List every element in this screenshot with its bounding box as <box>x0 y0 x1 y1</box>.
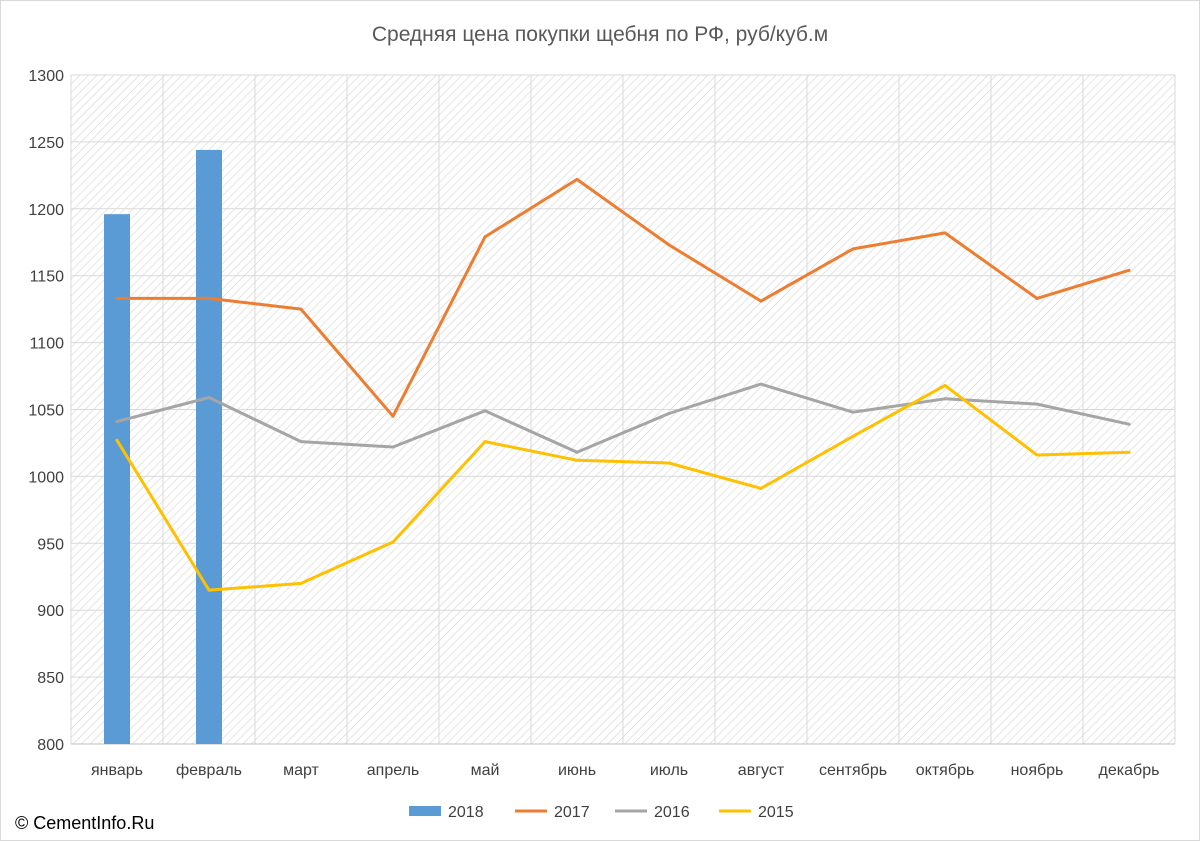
point-2017-май <box>483 235 487 239</box>
x-tick-label: декабрь <box>1099 762 1160 779</box>
x-tick-label: март <box>283 762 319 779</box>
gridlines <box>70 74 1176 745</box>
copyright-text: © CementInfo.Ru <box>15 813 155 833</box>
point-2016-февраль <box>207 395 211 399</box>
x-tick-label: июнь <box>558 762 596 779</box>
point-2016-май <box>483 409 487 413</box>
y-tick-label: 1000 <box>28 469 64 486</box>
bar-series <box>104 149 222 745</box>
point-2016-декабрь <box>1127 422 1131 426</box>
point-2016-январь <box>115 420 119 424</box>
point-2017-июль <box>667 243 671 247</box>
point-2015-январь <box>115 438 119 442</box>
line-series <box>115 177 1131 592</box>
point-2015-декабрь <box>1127 450 1131 454</box>
point-2017-август <box>759 299 763 303</box>
legend-item-2018: 2018 <box>409 804 484 821</box>
legend-label: 2015 <box>758 804 794 821</box>
point-2017-февраль <box>207 296 211 300</box>
y-tick-label: 1100 <box>30 336 65 353</box>
point-2015-сентябрь <box>851 434 855 438</box>
legend-item-2016: 2016 <box>615 804 690 821</box>
point-2015-октябрь <box>943 383 947 387</box>
legend: 2018 2017 2016 2015 <box>409 804 794 821</box>
point-2015-август <box>759 486 763 490</box>
x-tick-label: февраль <box>176 762 242 779</box>
point-2016-апрель <box>391 445 395 449</box>
point-2015-июль <box>667 461 671 465</box>
point-2017-июнь <box>575 177 579 181</box>
y-tick-label: 1150 <box>30 269 65 286</box>
point-2017-апрель <box>391 414 395 418</box>
y-tick-label: 850 <box>37 670 64 687</box>
y-tick-label: 1300 <box>28 68 64 85</box>
y-tick-label: 1050 <box>28 403 64 420</box>
x-tick-label: апрель <box>367 762 420 779</box>
legend-item-2015: 2015 <box>719 804 794 821</box>
point-2017-ноябрь <box>1035 296 1039 300</box>
point-2017-январь <box>115 296 119 300</box>
x-tick-label: октябрь <box>916 762 974 779</box>
point-2015-апрель <box>391 540 395 544</box>
point-2017-март <box>299 307 303 311</box>
y-tick-label: 800 <box>37 737 64 754</box>
legend-label: 2018 <box>448 804 484 821</box>
x-tick-label: январь <box>91 762 143 779</box>
y-tick-label: 1250 <box>28 135 64 152</box>
line-series-2016 <box>115 382 1131 454</box>
point-2015-июнь <box>575 458 579 462</box>
y-tick-label: 1200 <box>28 202 64 219</box>
y-tick-label: 950 <box>37 536 64 553</box>
x-tick-label: ноябрь <box>1011 762 1064 779</box>
x-axis-ticks: январь февраль март апрель май июнь июль август… <box>91 762 1159 779</box>
legend-item-2017: 2017 <box>515 804 590 821</box>
x-tick-label: август <box>738 762 785 779</box>
legend-label: 2017 <box>554 804 590 821</box>
point-2015-ноябрь <box>1035 453 1039 457</box>
point-2017-декабрь <box>1127 268 1131 272</box>
x-tick-label: май <box>471 762 500 779</box>
line-series-2015 <box>115 383 1131 592</box>
chart-title: Средняя цена покупки щебня по РФ, руб/ку… <box>372 23 828 46</box>
point-2016-сентябрь <box>851 410 855 414</box>
x-tick-label: июль <box>650 762 688 779</box>
point-2016-октябрь <box>943 397 947 401</box>
y-tick-label: 900 <box>37 603 64 620</box>
bar-2018-февраль <box>196 149 222 745</box>
point-2017-октябрь <box>943 231 947 235</box>
bar-2018-январь <box>104 214 130 745</box>
legend-swatch <box>409 806 441 816</box>
line-series-2017 <box>115 177 1131 418</box>
legend-label: 2016 <box>654 804 690 821</box>
point-2016-июнь <box>575 450 579 454</box>
point-2015-февраль <box>207 588 211 592</box>
y-axis-ticks: 800 850 900 950 1000 1050 1100 1150 1200 1250 1300 <box>28 68 64 754</box>
point-2016-ноябрь <box>1035 402 1039 406</box>
point-2016-март <box>299 440 303 444</box>
point-2015-март <box>299 581 303 585</box>
point-2016-июль <box>667 412 671 416</box>
x-tick-label: сентябрь <box>819 762 887 779</box>
point-2017-сентябрь <box>851 247 855 251</box>
point-2015-май <box>483 440 487 444</box>
point-2016-август <box>759 382 763 386</box>
